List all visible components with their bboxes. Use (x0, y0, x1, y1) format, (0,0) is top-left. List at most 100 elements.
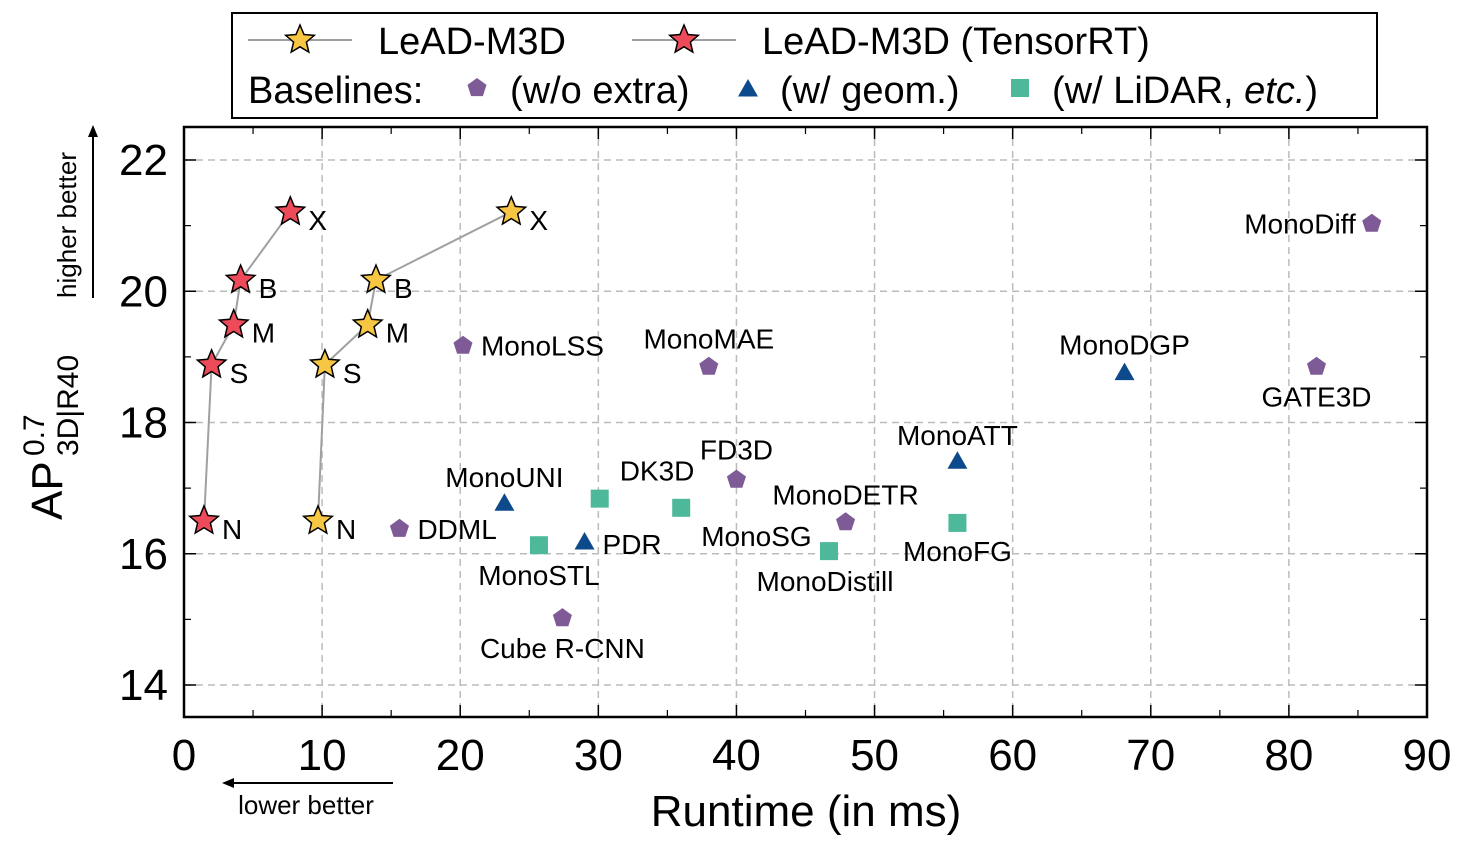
pentagon-marker (726, 469, 746, 488)
legend-square-icon (1011, 79, 1029, 97)
triangle-marker (1114, 362, 1135, 381)
legend-pentagon-icon (467, 78, 487, 97)
legend-lidar-close: ) (1305, 70, 1318, 112)
svg-text:AP: AP (23, 461, 72, 520)
x-tick-label: 10 (298, 731, 347, 780)
pentagon-marker (1307, 356, 1326, 375)
x-tick-label: 80 (1264, 731, 1313, 780)
y-hint: higher better (52, 125, 98, 298)
point-label: B (394, 273, 413, 304)
point-label: Cube R-CNN (480, 633, 645, 664)
square-marker (529, 536, 548, 555)
triangle-marker (947, 451, 968, 469)
svg-text:(w/ LiDAR, etc.): (w/ LiDAR, etc.) (1052, 70, 1318, 112)
y-tick-label: 18 (119, 399, 168, 448)
point-label: MonoDGP (1059, 330, 1190, 361)
y-label-sup: 0.7 (18, 414, 51, 456)
series-3: MonoDGP MonoATT MonoUNI PDR (445, 330, 1190, 560)
point-label: M (386, 318, 409, 349)
star-marker (274, 194, 307, 226)
legend: LeAD-M3D LeAD-M3D (TensorRT) Baselines: … (231, 12, 1378, 119)
plot-frame (182, 125, 1429, 719)
pentagon-marker (453, 335, 473, 354)
point-label: M (252, 318, 275, 349)
point-label: MonoSG (701, 521, 812, 552)
x-hint-label: lower better (238, 790, 374, 820)
x-tick-label: 0 (172, 731, 196, 780)
point-label: FD3D (700, 435, 773, 466)
triangle-marker (574, 531, 595, 550)
series-4: DK3D MonoSG MonoSTL MonoDistill MonoFG (478, 456, 1012, 598)
pentagon-marker (1362, 213, 1382, 232)
point-label: MonoATT (897, 420, 1018, 451)
legend-lead-trt: LeAD-M3D (TensorRT) (762, 21, 1150, 63)
star-marker (217, 307, 250, 339)
point-label: MonoDistill (757, 566, 894, 597)
y-tick-label: 22 (119, 136, 168, 185)
star-marker (224, 263, 257, 294)
legend-wo-extra: (w/o extra) (510, 70, 689, 112)
legend-lead: LeAD-M3D (378, 21, 566, 63)
star-marker (351, 307, 384, 339)
x-hint: lower better (222, 778, 393, 820)
point-label: MonoSTL (478, 560, 599, 591)
square-marker (948, 513, 967, 532)
pentagon-marker (389, 518, 409, 537)
y-hint-label: higher better (52, 152, 82, 298)
square-marker (590, 489, 609, 508)
point-label: MonoDiff (1244, 209, 1356, 240)
x-tick-label: 20 (436, 731, 485, 780)
x-tick-label: 90 (1403, 731, 1452, 780)
point-label: N (336, 514, 356, 545)
triangle-marker (494, 493, 515, 511)
square-marker (672, 498, 691, 517)
star-marker (187, 503, 221, 535)
y-tick-label: 14 (119, 661, 168, 710)
x-axis-label: Runtime (in ms) (651, 787, 962, 836)
point-label: MonoFG (903, 536, 1012, 567)
pentagon-marker (699, 356, 719, 375)
legend-triangle-icon (738, 79, 758, 97)
x-tick-label: 30 (574, 731, 623, 780)
y-label-main: AP (23, 461, 72, 520)
point-label: PDR (603, 529, 662, 560)
point-label: MonoMAE (643, 324, 774, 355)
grid (184, 127, 1427, 717)
star-marker (308, 347, 341, 379)
series-2: MonoDiff GATE3D MonoLSS MonoMAE FD3D MonoDETR… (389, 209, 1382, 664)
square-marker (819, 542, 838, 561)
legend-baselines: Baselines: (248, 70, 423, 112)
x-tick-label: 60 (988, 731, 1037, 780)
series-0: N SMB X (301, 194, 548, 545)
point-label: DK3D (620, 456, 695, 487)
point-label: N (222, 514, 242, 545)
point-label: X (529, 205, 548, 236)
point-label: DDML (417, 514, 496, 545)
point-label: MonoUNI (445, 462, 563, 493)
star-marker (359, 263, 393, 294)
point-label: S (230, 358, 249, 389)
star-marker (301, 503, 335, 535)
legend-geom: (w/ geom.) (780, 70, 959, 112)
point-label: X (308, 205, 327, 236)
star-marker (195, 347, 228, 379)
y-tick-label: 20 (119, 267, 168, 316)
y-tick-label: 16 (119, 530, 168, 579)
y-axis-label: AP 0.7 3D|R40 (18, 355, 85, 520)
point-label: S (343, 358, 362, 389)
point-label: MonoDETR (772, 479, 918, 510)
pentagon-marker (836, 512, 856, 531)
legend-lidar: (w/ LiDAR, (1052, 70, 1244, 112)
x-tick-label: 70 (1126, 731, 1175, 780)
pentagon-marker (552, 608, 572, 627)
point-label: GATE3D (1262, 382, 1372, 413)
series-1: N SMB X (187, 194, 327, 545)
star-marker (495, 194, 528, 226)
point-label: B (259, 273, 278, 304)
legend-star-icon (667, 23, 701, 54)
legend-star-icon (283, 23, 317, 54)
x-tick-label: 50 (850, 731, 899, 780)
axes: 0 10 20 30 40 50 60 70 80 90 14 16 18 20 22 (119, 125, 1452, 780)
